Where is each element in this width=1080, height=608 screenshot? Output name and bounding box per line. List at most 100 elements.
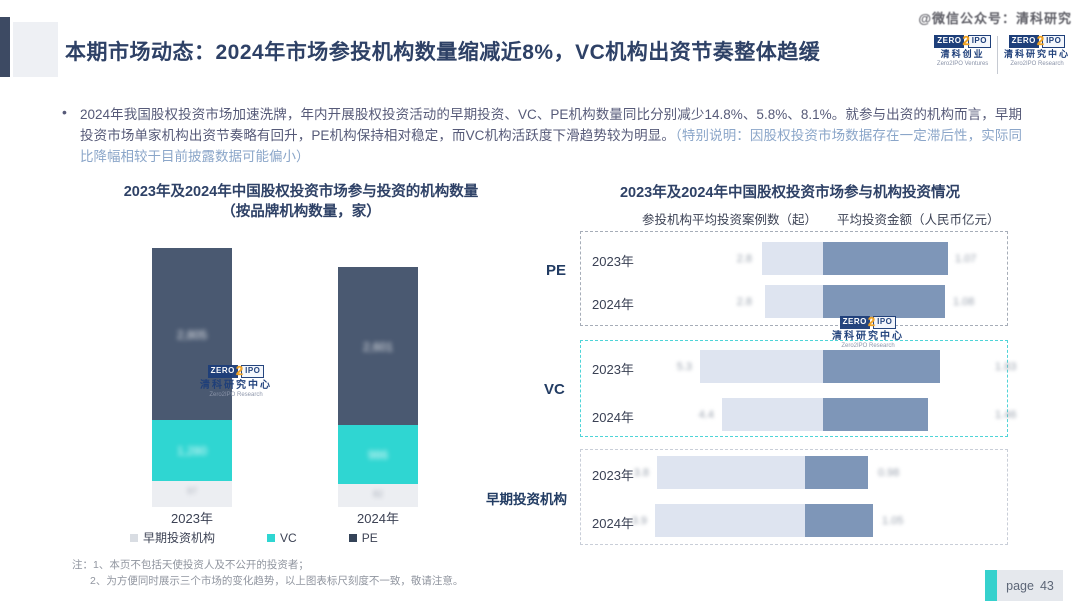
bar-segment-vc-2023 [152, 420, 232, 481]
legend-item-early: 早期投资机构 [130, 529, 215, 546]
vc-2023-year-label: 2023年 [592, 362, 634, 377]
logo-cn-name: 清科创业 [940, 49, 985, 60]
group-label-early: 早期投资机构 [486, 492, 567, 507]
vc-2024-amount-bar [823, 398, 928, 431]
legend-item-vc: VC [267, 531, 297, 545]
logo-cn-name: 清科研究中心 [1003, 49, 1070, 60]
vc-2023-cases-value: 5.3 [676, 361, 692, 373]
left-chart-bar-2024 [338, 267, 418, 507]
vc-2023-cases-bar [700, 350, 823, 383]
zero2ipo-logo-icon: ZERO 2 IPO [207, 363, 265, 378]
left-chart-title-line1: 2023年及2024年中国股权投资市场参与投资的机构数量 [123, 184, 479, 200]
early-2023-amount-bar [805, 456, 868, 489]
pe-2024-cases-bar [765, 285, 823, 318]
logo-en-name: Zero2IPO Ventures [936, 61, 989, 68]
right-chart-col-cases-label: 参投机构平均投资案例数（起） [642, 213, 818, 227]
logo-cn-name: 清科研究中心 [200, 380, 272, 392]
vc-group-box [580, 340, 1008, 437]
header-logos: ZERO 2 IPO 清科创业 Zero2IPO Ventures ZERO 2 IPO… [934, 33, 1070, 74]
pe-group-box [580, 231, 1008, 326]
pe-2024-amount-value: 1.08 [953, 296, 975, 308]
logo-divider [996, 36, 998, 74]
vc-2024-cases-bar [722, 398, 823, 431]
footnote-line2: 2、为方便同时展示三个市场的变化趋势，以上图表标尺刻度不一致，敬请注意。 [90, 575, 464, 587]
pe-2024-amount-bar [823, 285, 945, 318]
bullet-paragraph: 2024年我国股权投资市场加速洗牌，年内开展股权投资活动的早期投资、VC、PE机… [80, 104, 1022, 167]
title-accent-gray-block [13, 22, 58, 77]
bar-segment-early-2024 [338, 484, 418, 507]
left-chart-legend: 早期投资机构 VC PE [130, 529, 460, 546]
legend-label-pe: PE [361, 530, 378, 545]
legend-label-vc: VC [280, 530, 297, 545]
legend-swatch-pe-icon [348, 533, 357, 542]
early-2023-amount-value: 0.98 [878, 467, 900, 479]
logo-en-name: Zero2IPO Research [1010, 61, 1064, 68]
bullet-note-text: （特别说明：因股权投资市场数据存在一定滞后性，实际同比降幅相较于目前披露数据可能… [80, 128, 1023, 164]
pe-2023-value: 2,805 [176, 328, 208, 342]
vc-2024-year-label: 2024年 [592, 410, 634, 425]
x-label-2023: 2023年 [171, 511, 213, 526]
logo-cn-name: 清科研究中心 [832, 331, 904, 343]
early-2024-year-label: 2024年 [592, 516, 634, 531]
left-chart-watermark-logo: ZERO 2 IPO 清科研究中心 Zero2IPO Research [200, 363, 272, 399]
footnote-line1: 注：1、本页不包括天使投资人及不公开的投资者； [72, 559, 309, 571]
page-label: page [1006, 578, 1034, 593]
zero2ipo-logo-icon: ZERO 2 IPO [934, 33, 991, 48]
early-2023-cases-bar [657, 456, 805, 489]
pe-2024-value: 2,601 [362, 340, 394, 354]
logo-en-name: Zero2IPO Research [209, 392, 263, 399]
group-label-pe: PE [546, 262, 567, 279]
bullet-marker: • [62, 104, 67, 120]
early-2024-cases-value: 3.9 [631, 515, 647, 527]
pe-2024-year-label: 2024年 [592, 297, 634, 312]
left-chart-bar-2023 [152, 248, 232, 507]
title-accent-navy-block [0, 17, 10, 77]
early-2023-cases-value: 3.8 [633, 467, 649, 479]
zero2ipo-ventures-logo: ZERO 2 IPO 清科创业 Zero2IPO Ventures [934, 33, 991, 68]
early-2024-amount-bar [805, 504, 873, 537]
page-title: 本期市场动态：2024年市场参投机构数量缩减近8%，VC机构出资节奏整体趋缓 [65, 41, 821, 64]
bullet-main-text: 2024年我国股权投资市场加速洗牌，年内开展股权投资活动的早期投资、VC、PE机… [80, 107, 1022, 143]
right-chart-watermark-logo: ZERO 2 IPO 清科研究中心 Zero2IPO Research [832, 314, 904, 350]
vc-2023-value: 1,280 [176, 444, 208, 458]
pe-2023-cases-bar [762, 242, 823, 275]
wechat-watermark: @微信公众号：清科研究 [918, 11, 1072, 26]
pe-2024-cases-value: 2.8 [736, 296, 752, 308]
bar-segment-pe-2024 [338, 267, 418, 425]
bar-segment-pe-2023 [152, 248, 232, 420]
x-label-2024: 2024年 [357, 511, 399, 526]
zero2ipo-logo-icon: ZERO 2 IPO [839, 314, 897, 329]
logo-en-name: Zero2IPO Research [841, 343, 895, 350]
early-2023-year-label: 2023年 [592, 468, 634, 483]
legend-swatch-vc-icon [267, 533, 276, 542]
page-number: 43 [1039, 578, 1054, 593]
early-2024-value: 82 [372, 489, 383, 499]
footnotes: 注：1、本页不包括天使投资人及不公开的投资者； 2、为方便同时展示三个市场的变化… [72, 557, 463, 589]
legend-label-early: 早期投资机构 [143, 531, 216, 545]
vc-2024-amount-value: 1.46 [995, 409, 1017, 421]
group-label-vc: VC [544, 381, 565, 398]
early-2024-amount-value: 1.05 [882, 515, 904, 527]
early-2024-cases-bar [655, 504, 805, 537]
legend-item-pe: PE [348, 530, 378, 545]
vc-2023-amount-bar [823, 350, 940, 383]
pe-2023-year-label: 2023年 [592, 254, 634, 269]
right-chart-title: 2023年及2024年中国股权投资市场参与机构投资情况 [619, 185, 960, 201]
bar-segment-early-2023 [152, 481, 232, 507]
early-group-box [580, 449, 1008, 545]
vc-2024-value: 986 [367, 448, 389, 462]
vc-2024-cases-value: 4.4 [698, 409, 714, 421]
legend-swatch-early-icon [130, 533, 138, 542]
zero2ipo-research-logo: ZERO 2 IPO 清科研究中心 Zero2IPO Research [1003, 33, 1070, 68]
left-chart-title-line2: （按品牌机构数量，家） [221, 204, 381, 220]
pe-2023-cases-value: 2.8 [736, 253, 752, 265]
page-footer-accent [985, 570, 997, 601]
right-chart-col-amount-label: 平均投资金额（人民币亿元） [837, 213, 1000, 227]
page-number-badge: page 43 [997, 570, 1063, 601]
pe-2023-amount-value: 1.07 [955, 253, 977, 265]
vc-2023-amount-value: 1.83 [995, 361, 1017, 373]
pe-2023-amount-bar [823, 242, 948, 275]
bar-segment-vc-2024 [338, 425, 418, 484]
early-2023-value: 97 [186, 486, 197, 496]
